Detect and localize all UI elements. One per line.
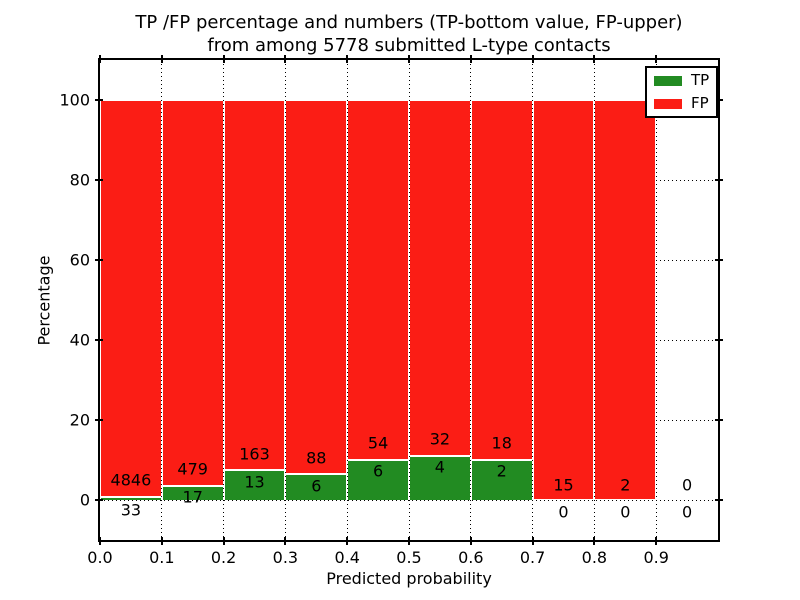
fp-count-label: 163 bbox=[239, 444, 270, 464]
spine-right bbox=[718, 58, 720, 542]
bar-fp-segment bbox=[285, 100, 348, 475]
chart-title-line1: TP /FP percentage and numbers (TP-bottom… bbox=[135, 12, 683, 33]
spine-top bbox=[98, 58, 720, 60]
tp-count-label: 2 bbox=[496, 461, 507, 481]
y-tick-label: 100 bbox=[59, 90, 90, 110]
gridline-vertical bbox=[470, 60, 472, 540]
spine-left bbox=[98, 58, 100, 542]
legend-swatch-fp-icon bbox=[654, 98, 682, 109]
legend-label-tp: TP bbox=[691, 71, 710, 89]
fp-count-label: 54 bbox=[367, 433, 389, 453]
bar-tp-segment bbox=[347, 460, 409, 500]
y-tick-label: 20 bbox=[69, 410, 90, 430]
tp-count-label: 6 bbox=[311, 476, 322, 496]
bar-fp-segment bbox=[347, 100, 409, 460]
fp-count-label: 0 bbox=[682, 475, 693, 495]
legend-swatch-tp-icon bbox=[654, 75, 682, 86]
y-axis-label: Percentage bbox=[34, 255, 54, 346]
tp-count-label: 0 bbox=[558, 502, 569, 522]
spine-bottom bbox=[98, 540, 720, 542]
tp-count-label: 0 bbox=[682, 502, 693, 522]
tp-count-label: 17 bbox=[182, 487, 203, 507]
x-tick-label: 0.7 bbox=[519, 548, 546, 567]
tp-count-label: 0 bbox=[620, 502, 631, 522]
bar-tp-segment bbox=[409, 455, 471, 500]
tp-count-label: 13 bbox=[244, 472, 265, 492]
x-tick-label: 0.6 bbox=[458, 548, 484, 567]
chart-title-line2: from among 5778 submitted L-type contact… bbox=[207, 35, 611, 56]
fp-count-label: 4846 bbox=[110, 470, 152, 490]
y-tick-label: 60 bbox=[69, 250, 90, 270]
gridline-vertical bbox=[593, 60, 595, 540]
tp-count-label: 4 bbox=[434, 457, 445, 477]
gridline-vertical bbox=[223, 60, 225, 540]
gridline-vertical bbox=[408, 60, 410, 540]
bar-fp-segment bbox=[223, 100, 286, 471]
tp-count-label: 6 bbox=[373, 461, 384, 481]
bar-fp-segment bbox=[100, 100, 162, 498]
legend: TP FP bbox=[645, 66, 719, 118]
y-tick-label: 0 bbox=[79, 490, 90, 510]
x-tick-label: 0.1 bbox=[149, 548, 175, 567]
fp-count-label: 88 bbox=[306, 448, 327, 468]
x-axis-label: Predicted probability bbox=[326, 569, 492, 588]
x-tick-label: 0.0 bbox=[87, 548, 113, 567]
y-tick-label: 40 bbox=[69, 330, 90, 350]
fp-count-label: 32 bbox=[429, 429, 451, 449]
bar-fp-segment bbox=[594, 100, 657, 500]
bar-fp-segment bbox=[470, 100, 533, 460]
y-tick-label: 80 bbox=[69, 170, 90, 190]
bar-fp-segment bbox=[161, 100, 224, 487]
gridline-vertical bbox=[346, 60, 348, 540]
fp-count-label: 479 bbox=[177, 459, 208, 479]
fp-count-label: 2 bbox=[620, 475, 631, 495]
gridline-vertical bbox=[655, 60, 657, 540]
x-tick-label: 0.2 bbox=[210, 548, 237, 567]
gridline-vertical bbox=[532, 60, 534, 540]
fp-count-label: 18 bbox=[491, 433, 512, 453]
bar-fp-segment bbox=[409, 100, 471, 456]
gridline-vertical bbox=[161, 60, 163, 540]
legend-item-fp: FP bbox=[654, 96, 709, 111]
tp-count-label: 33 bbox=[120, 500, 142, 520]
bar-fp-segment bbox=[532, 100, 595, 500]
x-tick-label: 0.3 bbox=[272, 548, 299, 567]
x-tick-label: 0.8 bbox=[581, 548, 608, 567]
x-tick-label: 0.5 bbox=[396, 548, 422, 567]
gridline-vertical bbox=[284, 60, 286, 540]
legend-label-fp: FP bbox=[691, 94, 709, 112]
fp-count-label: 15 bbox=[553, 475, 574, 495]
x-tick-label: 0.4 bbox=[334, 548, 360, 567]
legend-item-tp: TP bbox=[654, 73, 709, 88]
x-tick-label: 0.9 bbox=[643, 548, 669, 567]
